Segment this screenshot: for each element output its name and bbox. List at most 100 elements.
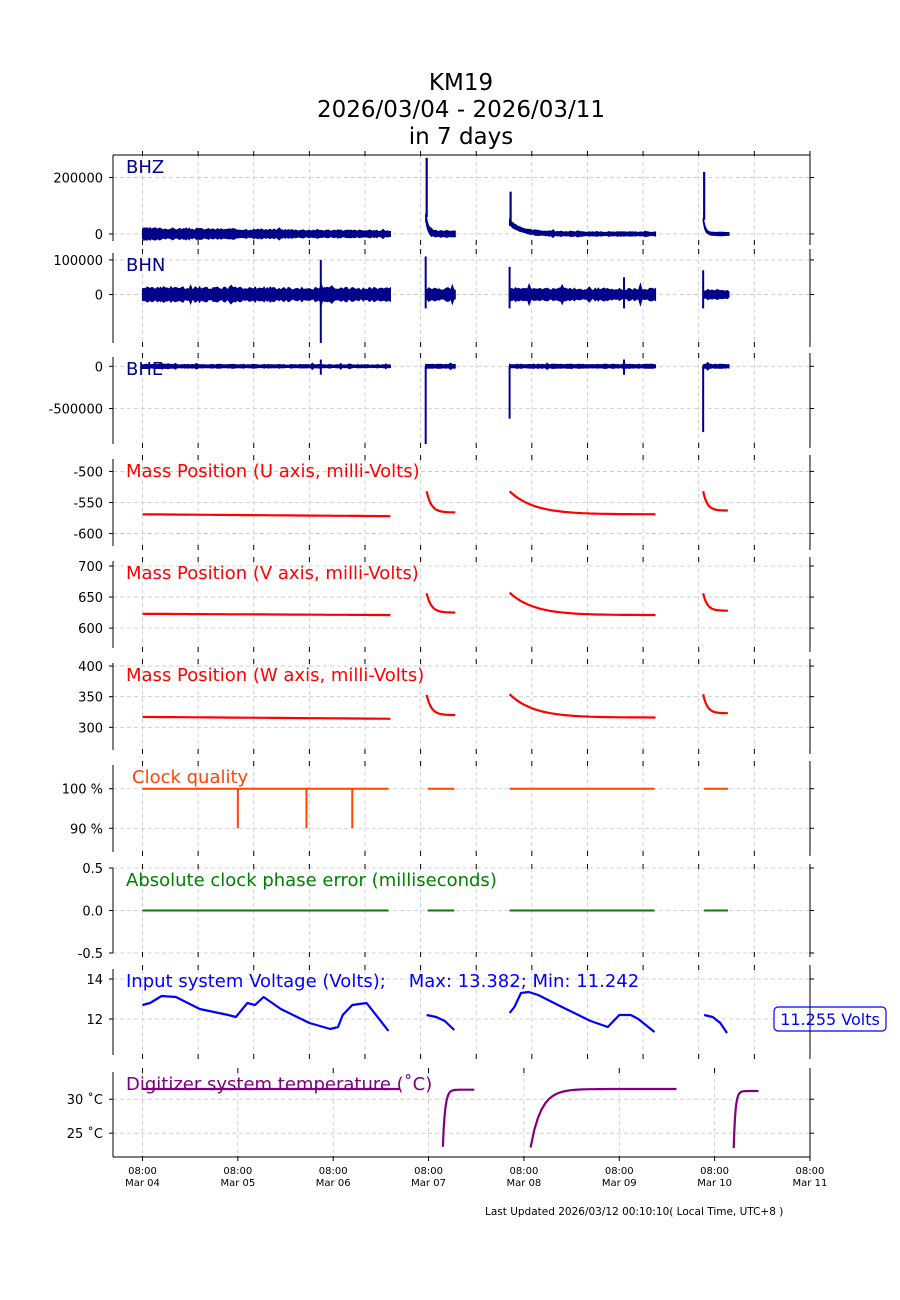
data-line-segment xyxy=(142,994,390,1032)
waveform-segment xyxy=(702,288,730,301)
y-tick-label: 600 xyxy=(78,622,103,637)
panel-label: Mass Position (V axis, milli-Volts) xyxy=(126,563,419,584)
panel-label: Input system Voltage (Volts); Max: 13.38… xyxy=(126,971,639,992)
data-line-segment xyxy=(508,990,656,1033)
x-tick-label-date: Mar 07 xyxy=(411,1178,446,1189)
data-line-segment xyxy=(142,715,391,720)
y-tick-label: 25 ˚C xyxy=(67,1126,103,1142)
panel-bhe: 0 -500000 BHE xyxy=(49,353,814,448)
y-tick-label: -0.5 xyxy=(78,947,103,962)
x-tick-label-time: 08:00 xyxy=(414,1166,443,1177)
waveform-segment xyxy=(509,362,657,371)
panel-label: Clock quality xyxy=(132,767,249,788)
panel-label: BHN xyxy=(126,255,165,276)
data-line-segment xyxy=(425,592,456,614)
waveform-segment xyxy=(141,282,391,307)
panel-label: BHZ xyxy=(126,157,164,178)
chart-title: KM19 2026/03/04 - 2026/03/11 in 7 days xyxy=(0,70,900,151)
panel-label: Mass Position (U axis, milli-Volts) xyxy=(126,461,420,482)
data-line-segment xyxy=(142,612,391,617)
data-line-segment xyxy=(508,490,656,516)
y-tick-label: 300 xyxy=(78,721,103,736)
y-tick-label: 200000 xyxy=(53,172,103,187)
panel-temperature: 30 ˚C 25 ˚C Digitizer system temperature (… xyxy=(67,1068,828,1189)
x-tick-label-time: 08:00 xyxy=(319,1166,348,1177)
last-updated-text: Last Updated 2026/03/12 00:10:10( Local … xyxy=(485,1206,784,1218)
panel-mass_v: 700 650 600 Mass Position (V axis, milli-Vo… xyxy=(78,557,814,652)
data-line-segment xyxy=(508,591,656,617)
data-line-segment xyxy=(702,693,728,715)
data-line-segment xyxy=(702,491,728,512)
panel-bhz: 0 200000 BHZ xyxy=(53,151,814,245)
panel-bhn: 0 100000 BHN xyxy=(53,249,814,347)
panel-label: BHE xyxy=(126,359,163,380)
data-line-segment xyxy=(425,694,456,717)
data-line-segment xyxy=(142,513,391,518)
y-tick-label: 14 xyxy=(86,973,103,988)
panel-mass_w: 400 350 300 Mass Position (W axis, milli-Vo… xyxy=(78,659,814,754)
y-tick-label: 30 ˚C xyxy=(67,1092,103,1108)
y-tick-label: 0.5 xyxy=(82,862,103,877)
data-line-segment xyxy=(426,1013,456,1031)
x-tick-label-time: 08:00 xyxy=(796,1166,825,1177)
panel-clock_quality: 100 % 90 % Clock quality xyxy=(62,761,814,856)
x-tick-label-date: Mar 06 xyxy=(316,1178,351,1189)
waveform-segment xyxy=(702,361,730,371)
data-line-segment xyxy=(529,1087,677,1148)
y-tick-label: 12 xyxy=(86,1013,103,1028)
panel-label: Mass Position (W axis, milli-Volts) xyxy=(126,665,424,686)
x-tick-label-time: 08:00 xyxy=(700,1166,729,1177)
x-tick-label-date: Mar 10 xyxy=(697,1178,732,1189)
annotation-text: 11.255 Volts xyxy=(780,1010,880,1029)
panel-voltage: 14 12 Input system Voltage (Volts); Max: 1… xyxy=(86,965,887,1059)
data-line-segment xyxy=(441,1088,475,1147)
data-line-segment xyxy=(732,1089,759,1149)
panel-label: Digitizer system temperature (˚C) xyxy=(126,1074,432,1095)
y-tick-label: -550 xyxy=(73,497,103,512)
y-tick-label: 100000 xyxy=(53,254,103,269)
annotation-box xyxy=(773,1006,887,1032)
x-tick-label-time: 08:00 xyxy=(509,1166,538,1177)
y-tick-label: 0 xyxy=(95,360,103,375)
x-tick-label-date: Mar 08 xyxy=(507,1178,542,1189)
waveform-segment xyxy=(509,218,657,239)
y-tick-label: 0 xyxy=(95,228,103,243)
x-tick-label-date: Mar 11 xyxy=(793,1178,828,1189)
voltage-annotation: 11.255 Volts xyxy=(773,1006,887,1032)
x-tick-label-time: 08:00 xyxy=(605,1166,634,1177)
station-name: KM19 xyxy=(428,70,494,96)
y-tick-label: 90 % xyxy=(70,822,103,837)
panel-label: Absolute clock phase error (milliseconds… xyxy=(126,870,497,891)
waveform-segment xyxy=(509,282,657,308)
waveform-segment xyxy=(425,283,456,306)
data-line-segment xyxy=(702,593,728,612)
y-tick-label: 0.0 xyxy=(82,905,103,920)
x-tick-label-date: Mar 05 xyxy=(220,1178,255,1189)
y-tick-label: 650 xyxy=(78,591,103,606)
y-tick-label: 100 % xyxy=(62,783,103,798)
date-range: 2026/03/04 - 2026/03/11 xyxy=(316,97,606,123)
y-tick-label: -500 xyxy=(73,465,103,480)
x-tick-label-date: Mar 04 xyxy=(125,1178,160,1189)
y-tick-label: 700 xyxy=(78,560,103,575)
panel-mass_u: -500 -550 -600 Mass Position (U axis, milli… xyxy=(73,455,814,550)
waveform-segment xyxy=(141,362,391,371)
panel-phase_error: 0.5 0.0 -0.5 Absolute clock phase error (mi… xyxy=(78,862,814,962)
waveform-segment xyxy=(425,362,456,371)
data-line-segment xyxy=(508,693,656,719)
data-line-segment xyxy=(703,1013,728,1034)
time-span: in 7 days xyxy=(408,124,514,150)
x-tick-label-time: 08:00 xyxy=(128,1166,157,1177)
waveform-segment xyxy=(141,226,391,241)
y-tick-label: 0 xyxy=(95,289,103,304)
x-tick-label-date: Mar 09 xyxy=(602,1178,637,1189)
waveform-segment xyxy=(425,213,456,238)
y-tick-label: -500000 xyxy=(49,403,103,418)
data-line-segment xyxy=(425,491,456,514)
waveform-segment xyxy=(702,218,730,237)
x-tick-label-time: 08:00 xyxy=(223,1166,252,1177)
y-tick-label: 400 xyxy=(78,660,103,675)
y-tick-label: -600 xyxy=(73,528,103,543)
y-tick-label: 350 xyxy=(78,691,103,706)
